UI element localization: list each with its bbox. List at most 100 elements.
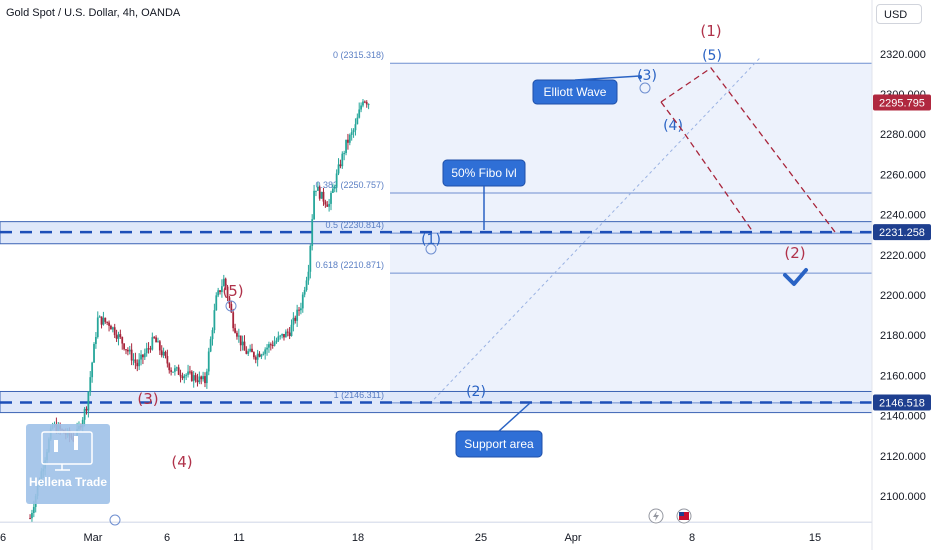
check-icon <box>783 268 808 286</box>
candle-body <box>318 186 321 199</box>
candle-body <box>362 101 364 106</box>
candle-body <box>132 359 135 361</box>
fib-level-label: 0.382 (2250.757) <box>315 180 384 190</box>
candle-body <box>262 353 265 355</box>
hellena-trade-logo: Hellena Trade <box>26 424 110 504</box>
candle-body <box>245 350 248 354</box>
candle-body <box>279 335 282 337</box>
candle-body <box>211 330 214 340</box>
candle-body <box>128 349 131 352</box>
candle-body <box>217 290 220 296</box>
y-tick-label: 2180.000 <box>880 330 926 342</box>
candle-body <box>200 376 203 380</box>
candle-body <box>153 337 156 339</box>
candle-body <box>249 348 252 352</box>
projection-path-lower <box>660 101 754 233</box>
candle-body <box>367 104 370 106</box>
y-tick-label: 2120.000 <box>880 451 926 463</box>
candle-body <box>341 153 344 167</box>
candle-body <box>138 359 141 367</box>
fib-level-label: 0 (2315.318) <box>333 50 384 60</box>
candle-body <box>320 191 323 199</box>
candle-body <box>288 332 291 337</box>
candle-body <box>147 348 150 350</box>
candle-body <box>228 297 231 305</box>
wave-point-marker <box>425 243 437 255</box>
candle-body <box>324 201 327 205</box>
candle-body <box>286 331 289 333</box>
callout-label: 50% Fibo lvl <box>451 166 516 180</box>
candle-body <box>196 380 199 383</box>
candle-body <box>185 374 188 376</box>
wave-label-blue: (5) <box>702 48 722 64</box>
y-tick-label: 2260.000 <box>880 169 926 181</box>
candle-body <box>219 290 221 293</box>
candle-body <box>143 353 146 358</box>
y-tick-label: 2100.000 <box>880 491 926 503</box>
candle-body <box>209 339 212 352</box>
candle-body <box>93 343 95 363</box>
wave-label-blue: (4) <box>663 118 683 134</box>
candle-body <box>254 357 257 360</box>
candle-body <box>215 295 218 311</box>
candle-body <box>213 310 216 331</box>
candle-body <box>241 341 244 346</box>
callout-pointer-dot <box>638 75 642 79</box>
candle-body <box>252 352 255 358</box>
callout-pointer <box>574 75 641 81</box>
candle-body <box>330 192 332 204</box>
candle-body <box>305 280 308 291</box>
candle-body <box>164 351 167 357</box>
y-tick-label: 2280.000 <box>880 129 926 141</box>
candle-body <box>309 245 312 272</box>
candle-body <box>316 186 319 191</box>
candle-body <box>98 316 101 318</box>
wave-label-blue: (2) <box>466 384 486 400</box>
wave-label-red: (4) <box>171 453 192 471</box>
candle-body <box>300 308 302 311</box>
wave-label-red: (5) <box>222 282 243 300</box>
candle-body <box>136 362 139 367</box>
candle-body <box>277 336 280 341</box>
candle-body <box>198 376 201 383</box>
x-tick-label: 25 <box>475 532 487 544</box>
candle-body <box>85 408 88 411</box>
projection-path-upper <box>660 67 836 233</box>
wave-point-marker <box>109 514 121 526</box>
candle-body <box>365 102 368 105</box>
candle-body <box>221 286 223 293</box>
candle-body <box>100 316 103 325</box>
candle-body <box>224 278 227 287</box>
candle-body <box>83 408 86 420</box>
callout: Elliott Wave <box>532 75 641 105</box>
candle-body <box>339 164 342 167</box>
chart-title: Gold Spot / U.S. Dollar, 4h, OANDA <box>6 7 181 19</box>
wave-label-red: (1) <box>700 22 721 40</box>
candle-body <box>173 368 176 372</box>
candle-body <box>160 350 163 356</box>
lightning-glyph <box>653 511 659 521</box>
candle-body <box>345 139 347 153</box>
candle-body <box>226 286 229 298</box>
candle-body <box>158 341 161 351</box>
candle-body <box>140 354 142 360</box>
logo-candle-icon <box>54 440 58 452</box>
y-tick-label: 2200.000 <box>880 290 926 302</box>
candle-body <box>179 374 182 377</box>
candle-body <box>237 335 240 337</box>
candle-body <box>166 356 169 364</box>
y-tick-label: 2220.000 <box>880 250 926 262</box>
candle-body <box>284 331 287 338</box>
price-tags-layer: 2295.795 2231.258 2146.518 <box>873 94 931 411</box>
candle-body <box>258 353 261 357</box>
y-tick-label: 2240.000 <box>880 210 926 222</box>
currency-selector-button[interactable]: USD <box>876 4 922 24</box>
logo-candle-icon <box>74 436 78 450</box>
price-tag <box>873 224 931 241</box>
wave-label-red: (2) <box>784 244 805 262</box>
candle-body <box>313 190 315 220</box>
candle-body <box>273 342 276 346</box>
candle-body <box>296 309 299 321</box>
candle-body <box>264 349 267 354</box>
